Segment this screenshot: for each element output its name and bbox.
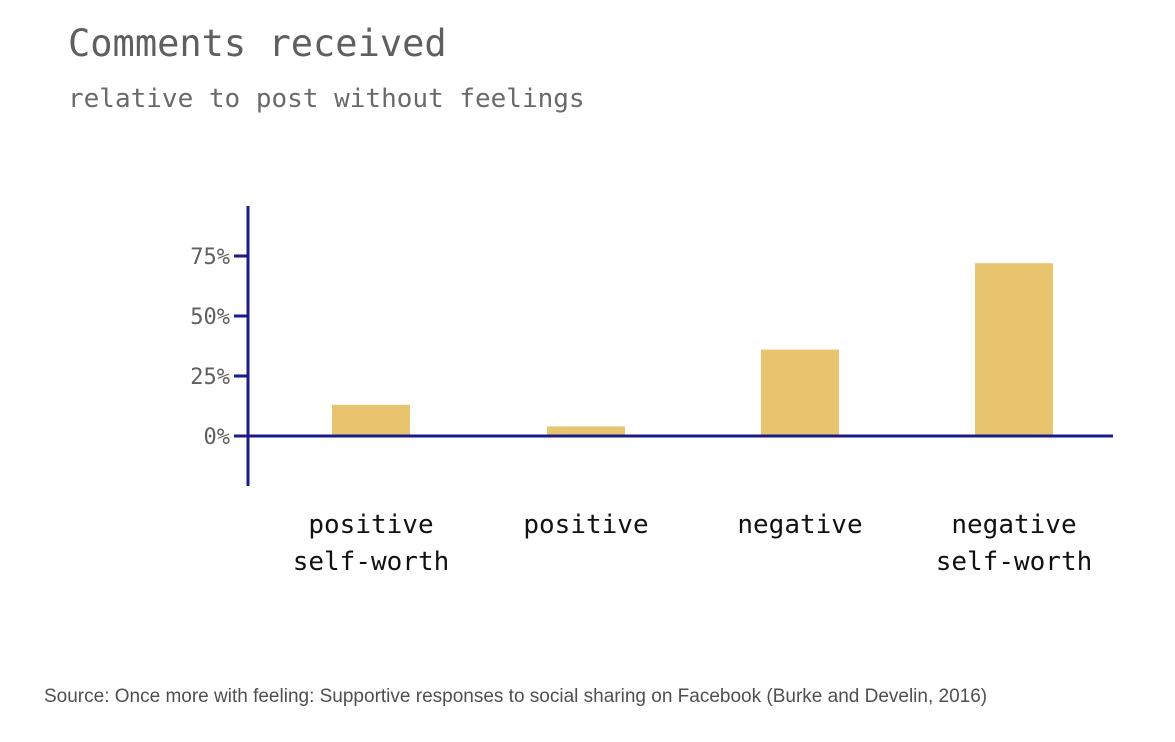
bar-4 [975, 263, 1053, 436]
bars-group [332, 263, 1053, 436]
category-label: positive [523, 510, 648, 540]
chart-title: Comments received [68, 22, 447, 65]
category-labels-group: positive self-worth positive negative negati… [293, 510, 1093, 577]
bar-1 [332, 404, 410, 436]
source-note: Source: Once more with feeling: Supporti… [44, 686, 988, 707]
bar-3 [761, 349, 839, 436]
y-tick-label: 50% [190, 305, 230, 330]
category-label: positive [308, 510, 433, 540]
y-tick-label: 75% [190, 245, 230, 270]
category-label: self-worth [293, 547, 450, 577]
axes-group [246, 206, 1113, 486]
bar-2 [547, 426, 625, 436]
chart-subtitle: relative to post without feelings [68, 84, 585, 114]
category-label: negative [737, 510, 862, 540]
y-tick-label: 25% [190, 365, 230, 390]
y-ticks-group: 0% 25% 50% 75% [190, 245, 248, 450]
y-tick-label: 0% [204, 425, 231, 450]
category-label: self-worth [936, 547, 1093, 577]
category-label: negative [951, 510, 1076, 540]
